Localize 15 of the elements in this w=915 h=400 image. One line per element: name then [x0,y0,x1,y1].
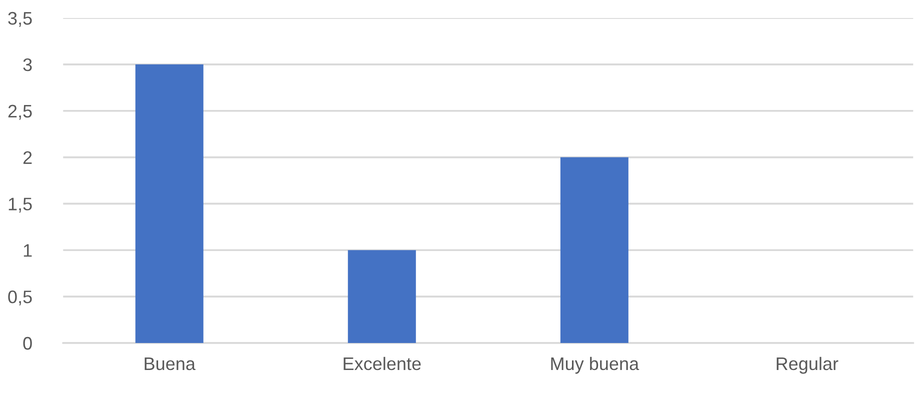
y-tick-label: 3 [23,58,32,72]
x-tick-label: Excelente [344,356,421,370]
x-tick-label: Regular [776,356,838,374]
y-tick-label: 0 [23,336,32,350]
bar [348,250,416,343]
y-tick-label: 0,5 [8,290,32,306]
bar [135,64,204,343]
bar [560,157,628,343]
y-tick-label: 3,5 [8,12,32,27]
y-tick-label: 1 [24,244,32,257]
x-tick-label: Buena [144,358,196,370]
x-tick-label: Muy buena [551,356,640,374]
y-tick-label: 1,5 [8,198,32,213]
y-tick-label: 2 [23,151,32,164]
y-tick-label: 2,5 [8,104,32,120]
